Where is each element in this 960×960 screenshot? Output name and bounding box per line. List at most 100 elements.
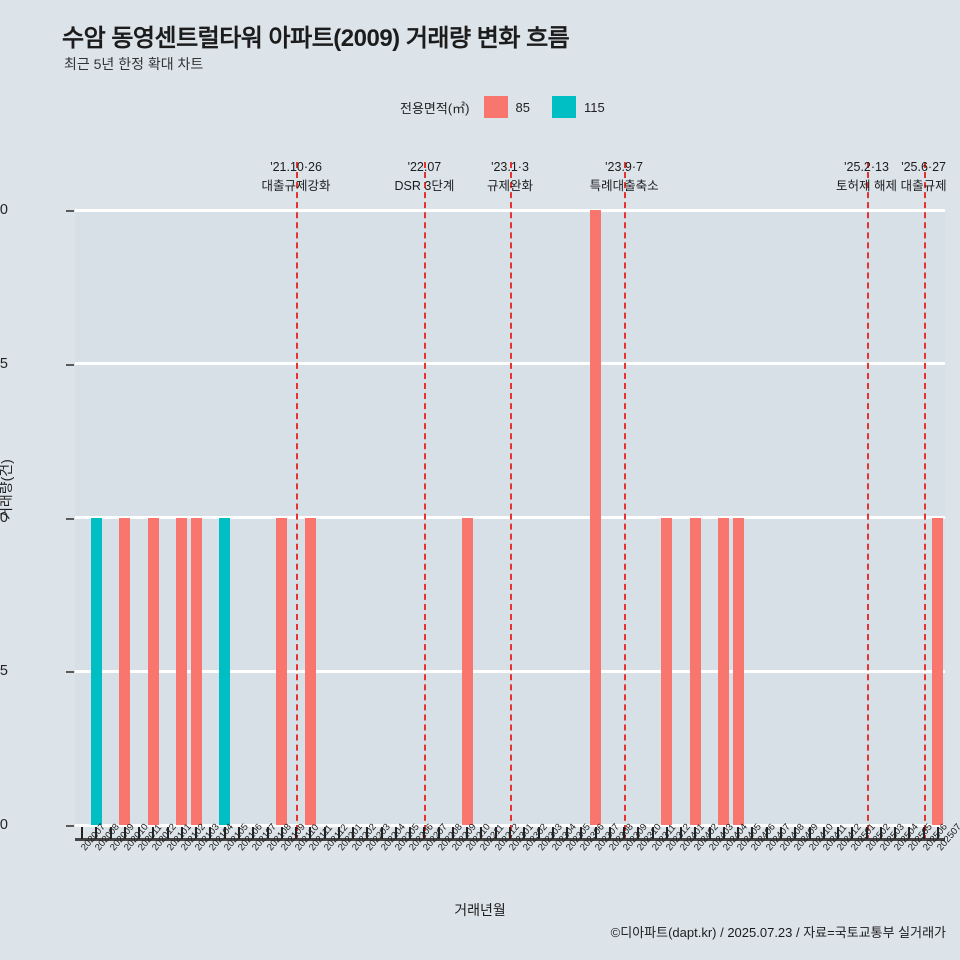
x-axis-tick-mark [509,827,511,839]
x-axis-label: 거래년월 [454,902,506,918]
x-axis-tick-mark [808,827,811,839]
x-axis-tick-mark [95,827,98,839]
x-axis-tick-mark [309,827,312,839]
x-axis-tick-mark [837,827,840,839]
plot-area [75,162,945,841]
y-axis-tick-mark [66,517,74,520]
x-axis-tick-mark [851,827,854,839]
x-axis-tick-mark [223,827,226,839]
bar[interactable] [590,210,602,825]
y-axis-tick-label: 0.0 [0,817,8,833]
x-axis-tick-mark [908,827,911,839]
x-axis-tick-mark [523,827,526,839]
x-axis-tick-mark [580,827,583,839]
x-axis-tick-mark [537,827,540,839]
event-marker-line [424,162,427,841]
x-axis-tick-mark [651,827,654,839]
x-axis-tick-mark [665,827,668,839]
event-annotation-text: 특례대출축소 [589,179,659,194]
x-axis-tick-mark [152,827,155,839]
x-axis-tick-mark [694,827,697,839]
event-annotation-text: 규제완화 [486,179,534,194]
event-annotation-date: '22.07 [407,160,442,174]
event-annotation: '21.10·26 대출규제강화 [262,158,331,197]
y-axis-tick-label: 0.5 [0,663,8,680]
x-axis-tick-mark [466,827,469,839]
y-axis-tick-mark [66,210,74,212]
x-axis-tick-mark [138,827,141,839]
x-axis-tick-mark [936,827,939,839]
bar[interactable] [147,517,159,825]
x-axis-tick-mark [423,827,426,839]
bar[interactable] [732,517,744,825]
bar[interactable] [119,517,131,825]
bar[interactable] [718,517,730,825]
page-subtitle: 최근 5년 한정 확대 차트 [64,56,204,72]
x-axis-tick-mark [238,827,241,839]
event-annotation-date: '23.9·7 [605,160,644,174]
bar[interactable] [689,517,701,825]
bar[interactable] [276,517,288,825]
x-axis-tick-mark [109,827,112,839]
x-axis-tick-mark [751,827,754,839]
event-annotation: '22.07 DSR 3단계 [395,158,455,197]
bar[interactable] [176,517,188,825]
x-axis-tick-mark [252,827,255,839]
x-axis-tick-mark [180,827,183,839]
x-axis-tick-mark [323,827,326,839]
event-annotation: '23.1·3 규제완화 [487,158,533,197]
x-axis-tick-mark [737,827,740,839]
x-axis-tick-mark [566,827,569,839]
bar[interactable] [461,517,473,825]
x-axis-tick-mark [437,827,440,839]
y-axis-tick-mark [66,825,74,827]
x-axis-tick-mark [366,827,369,839]
event-annotation-text: 대출규제 [900,179,947,194]
x-axis-tick-mark [480,827,483,839]
y-axis-tick-mark [66,671,74,674]
x-axis-tick-mark [352,827,355,839]
bar[interactable] [304,517,316,825]
event-annotation-date: '23.1·3 [491,160,529,174]
bar[interactable] [90,517,102,825]
event-annotation-date: '25.2·13 [844,160,889,174]
legend-swatch-115 [551,96,576,118]
x-axis-tick-mark [494,827,497,839]
x-axis-tick-mark [266,827,269,839]
x-axis-tick-mark [409,827,412,839]
event-marker-line [624,162,627,841]
footer-credit: ©디아파트(dapt.kr) / 2025.07.23 / 자료=국토교통부 실… [610,925,946,940]
event-annotation-text: 토허제 해제 [836,179,898,194]
legend-label-115: 115 [583,99,605,115]
x-axis-tick-mark [594,827,597,839]
x-axis-tick-mark [865,827,868,839]
x-axis-tick-mark [708,827,711,839]
x-axis-tick-mark [922,827,925,839]
x-axis-tick-mark [551,827,554,839]
x-axis-tick-mark [81,827,84,839]
y-axis-tick-label: 1.5 [0,355,8,372]
page-title: 수암 동영센트럴타워 아파트(2009) 거래량 변화 흐름 [62,25,570,52]
y-axis-tick-mark [66,363,74,366]
x-axis-tick-mark [794,827,797,839]
event-marker-line [866,162,869,841]
event-marker-line [510,162,512,841]
bar[interactable] [661,517,673,825]
y-axis-tick-label: 2.0 [0,202,8,218]
x-axis-tick-mark [280,827,283,839]
event-annotation-date: '21.10·26 [270,160,322,174]
x-axis-tick-mark [295,827,298,839]
bar[interactable] [219,517,231,825]
event-annotation-date: '25.6·27 [901,160,946,174]
chart-legend: 전용면적(㎡) 85 115 [400,96,619,118]
x-axis-tick-mark [623,827,626,839]
event-annotation: '23.9·7 특례대출축소 [590,158,659,197]
x-axis-tick-mark [722,827,725,839]
x-axis-tick-mark [680,827,683,839]
x-axis-tick-mark [166,827,169,839]
x-axis-tick-mark [195,827,198,839]
bar[interactable] [932,517,944,825]
bar[interactable] [190,517,202,825]
x-axis-tick-mark [879,827,882,839]
x-axis-tick-mark [894,827,897,839]
